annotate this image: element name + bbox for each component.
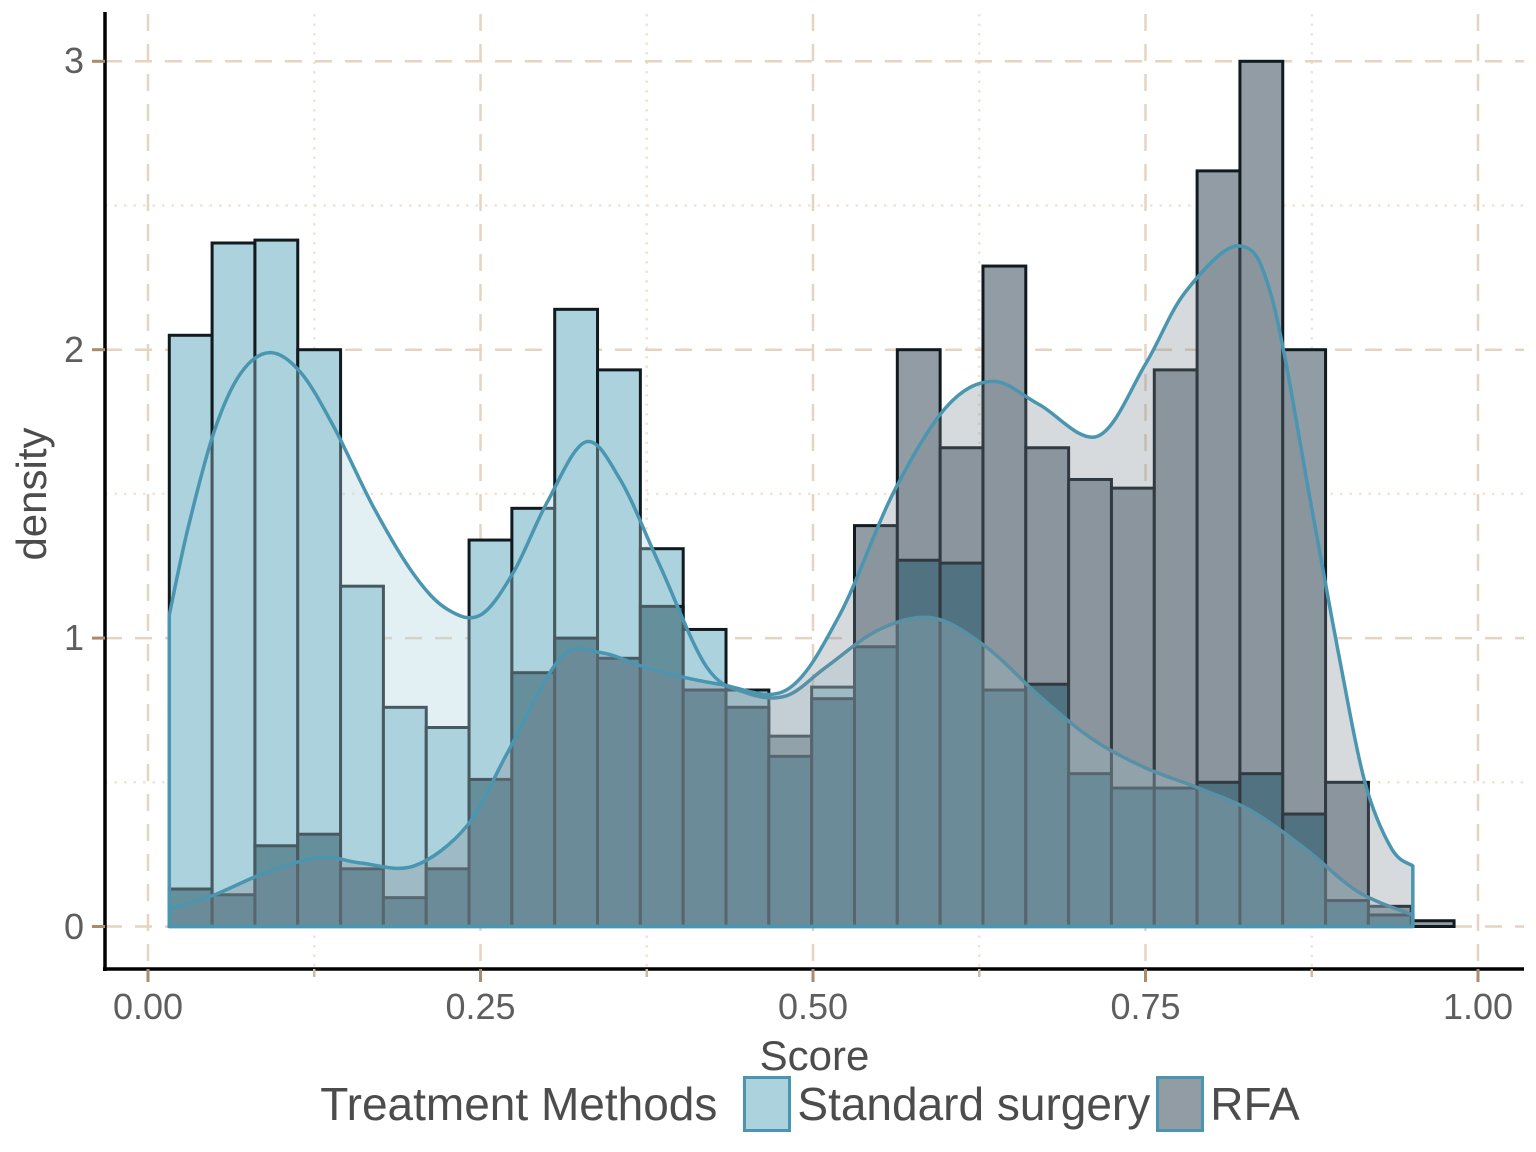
legend-label-standard-surgery: Standard surgery bbox=[797, 1078, 1151, 1130]
kde-ribbon-rfa bbox=[167, 244, 1415, 929]
histogram-bar-overlap bbox=[895, 558, 942, 928]
x-tick-label: 0.00 bbox=[112, 986, 184, 1027]
legend-title: Treatment Methods bbox=[320, 1078, 718, 1130]
histogram-bar-overlap bbox=[638, 604, 685, 928]
histogram-bar-overlap bbox=[424, 867, 471, 929]
x-axis-title: Score bbox=[759, 1032, 870, 1079]
legend-swatch-standard-surgery bbox=[743, 1076, 792, 1132]
x-tick-label: 0.25 bbox=[445, 986, 516, 1027]
histogram-bar-overlap bbox=[1024, 682, 1071, 929]
y-tick-label: 3 bbox=[63, 40, 84, 82]
histogram-bar-overlap bbox=[510, 671, 557, 929]
x-tick-label: 1.00 bbox=[1442, 986, 1514, 1027]
histogram-bar-overlap bbox=[339, 867, 385, 929]
histogram-bar-standard-surgery bbox=[296, 348, 343, 928]
histogram-bar-overlap bbox=[767, 754, 814, 928]
kde-ribbon-standard-surgery bbox=[167, 350, 1415, 929]
y-axis-title: density bbox=[8, 427, 55, 561]
legend-label-rfa: RFA bbox=[1210, 1078, 1300, 1130]
histogram-bar-overlap bbox=[1238, 772, 1285, 929]
histogram-bar-overlap bbox=[296, 832, 343, 928]
histogram-bar-overlap bbox=[724, 705, 771, 928]
x-tick-label: 0.75 bbox=[1110, 986, 1181, 1027]
y-tick-label: 0 bbox=[63, 905, 84, 947]
histogram-bar-rfa bbox=[1409, 919, 1456, 928]
x-tick-label: 0.50 bbox=[777, 986, 849, 1027]
histogram-bar-overlap bbox=[981, 688, 1028, 929]
legend: Treatment Methods Standard surgery RFA bbox=[90, 1072, 1530, 1136]
y-tick-label: 2 bbox=[63, 328, 84, 370]
histogram-bar-overlap bbox=[1195, 780, 1242, 928]
histogram-bar-overlap bbox=[381, 896, 428, 928]
histogram-bar-overlap bbox=[253, 844, 300, 928]
histogram-bar-overlap bbox=[1281, 812, 1328, 928]
y-tick-label: 1 bbox=[63, 617, 84, 659]
legend-swatch-rfa bbox=[1156, 1076, 1205, 1132]
